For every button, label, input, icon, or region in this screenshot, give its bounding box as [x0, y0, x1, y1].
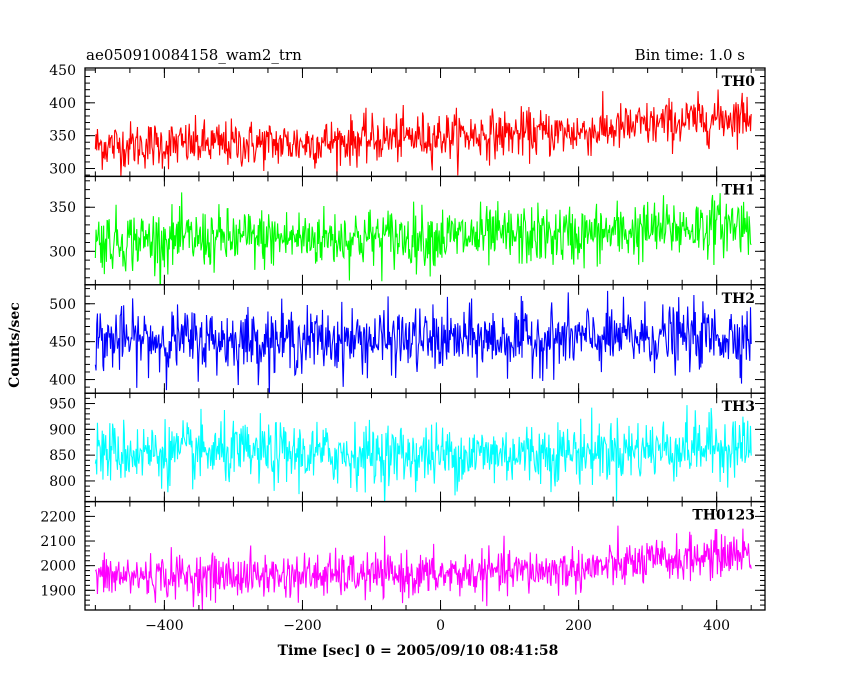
x-axis-label: Time [sec] 0 = 2005/09/10 08:41:58: [278, 643, 559, 659]
y-tick-label: 950: [49, 397, 76, 413]
y-tick-label: 2000: [40, 559, 76, 575]
x-tick-label: 200: [565, 618, 592, 634]
series-line-th0: [94, 89, 752, 177]
panel-label-th0123: TH0123: [692, 508, 755, 524]
y-tick-label: 300: [49, 162, 76, 178]
series-line-th2: [94, 290, 752, 394]
y-tick-label: 800: [49, 474, 76, 490]
panel-frame: [84, 175, 766, 286]
y-tick-label: 300: [49, 244, 76, 260]
panels-group: 300 350 400 450 TH0 300 350 TH1 400 450 500 TH2 800 8…: [40, 63, 766, 634]
series-line-th1: [94, 192, 752, 285]
series-line-th0123: [94, 525, 752, 610]
panel-label-th3: TH3: [722, 399, 755, 415]
x-tick-label: −200: [283, 618, 321, 634]
series-line-th3: [94, 405, 752, 502]
y-tick-label: 350: [49, 200, 76, 216]
y-tick-label: 400: [49, 373, 76, 389]
y-tick-label: 400: [49, 96, 76, 112]
y-tick-label: 1900: [40, 583, 76, 599]
y-axis-label: Counts/sec: [7, 302, 23, 388]
y-tick-label: 2100: [40, 534, 76, 550]
x-tick-label: 400: [703, 618, 730, 634]
y-tick-label: 450: [49, 63, 76, 79]
y-tick-label: 450: [49, 335, 76, 351]
bin-time-label: Bin time: 1.0 s: [635, 46, 745, 64]
panel-frame: [84, 392, 766, 503]
y-tick-label: 900: [49, 422, 76, 438]
y-tick-label: 2200: [40, 509, 76, 525]
panel-label-th2: TH2: [722, 291, 755, 307]
y-tick-label: 500: [49, 297, 76, 313]
x-tick-label: 0: [436, 618, 445, 634]
y-tick-label: 350: [49, 129, 76, 145]
panel-label-th1: TH1: [722, 182, 755, 198]
panel-frame: [84, 284, 766, 394]
panel-label-th0: TH0: [722, 74, 756, 90]
chart-title: ae050910084158_wam2_trn: [86, 46, 302, 64]
y-tick-label: 850: [49, 448, 76, 464]
x-tick-label: −400: [145, 618, 183, 634]
